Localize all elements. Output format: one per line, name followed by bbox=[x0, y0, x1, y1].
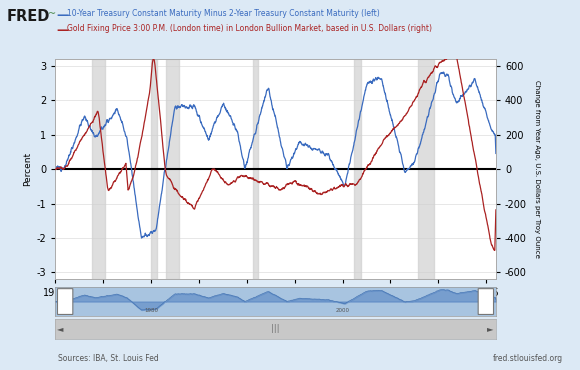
Text: ◄: ◄ bbox=[57, 324, 64, 333]
Y-axis label: Change from Year Ago, U.S. Dollars per Troy Ounce: Change from Year Ago, U.S. Dollars per T… bbox=[534, 80, 540, 258]
Text: Sources: IBA, St. Louis Fed: Sources: IBA, St. Louis Fed bbox=[58, 354, 159, 363]
Bar bbox=[92, 59, 105, 279]
Bar bbox=[354, 59, 361, 279]
Bar bbox=[252, 59, 258, 279]
Text: FRED: FRED bbox=[7, 9, 50, 24]
Text: —: — bbox=[56, 9, 68, 22]
FancyBboxPatch shape bbox=[478, 289, 494, 314]
Text: ~: ~ bbox=[48, 9, 56, 19]
Bar bbox=[418, 59, 434, 279]
Text: ►: ► bbox=[487, 324, 494, 333]
Bar bbox=[151, 59, 157, 279]
Text: 1980: 1980 bbox=[144, 308, 158, 313]
FancyBboxPatch shape bbox=[57, 289, 73, 314]
Y-axis label: Percent: Percent bbox=[23, 152, 32, 186]
Text: fred.stlouisfed.org: fred.stlouisfed.org bbox=[492, 354, 563, 363]
Bar bbox=[166, 59, 179, 279]
Text: |||: ||| bbox=[271, 324, 280, 333]
Text: 2000: 2000 bbox=[336, 308, 350, 313]
Text: 10-Year Treasury Constant Maturity Minus 2-Year Treasury Constant Maturity (left: 10-Year Treasury Constant Maturity Minus… bbox=[67, 9, 379, 18]
Text: Gold Fixing Price 3:00 P.M. (London time) in London Bullion Market, based in U.S: Gold Fixing Price 3:00 P.M. (London time… bbox=[67, 24, 432, 33]
Text: —: — bbox=[56, 24, 68, 37]
